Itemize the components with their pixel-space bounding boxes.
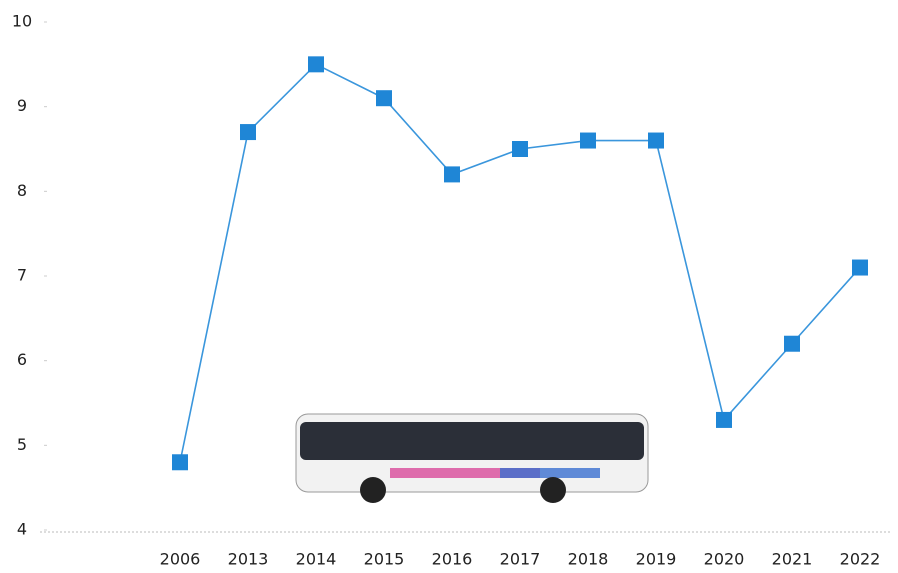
line <box>179 63 861 463</box>
marker <box>784 335 800 352</box>
x-tick-label: 2020 <box>704 550 745 569</box>
marker <box>172 454 188 471</box>
marker <box>512 141 528 157</box>
marker <box>376 90 392 107</box>
x-tick-label: 2013 <box>228 550 269 569</box>
y-tick-label: 6 <box>17 350 27 369</box>
y-tick-label: 5 <box>17 435 27 454</box>
marker <box>648 132 664 149</box>
bus-stripe <box>500 468 600 478</box>
marker <box>716 411 732 428</box>
y-tick-label: 4 <box>17 520 27 539</box>
y-tick-label: 7 <box>17 266 27 285</box>
x-tick-label: 2018 <box>568 550 609 569</box>
bus-wheel <box>540 477 566 503</box>
y-tick-label: 8 <box>17 181 27 200</box>
marker <box>852 259 868 276</box>
y-tick-label: 10 <box>12 12 32 31</box>
marker <box>308 56 324 73</box>
x-tick-label: 2022 <box>840 550 881 569</box>
bus-stripe <box>390 468 540 478</box>
x-tick-label: 2014 <box>296 550 337 569</box>
x-tick-label: 2021 <box>772 550 813 569</box>
marker <box>580 132 596 149</box>
y-tick-label: 9 <box>17 96 27 115</box>
bus-windows <box>300 422 644 460</box>
x-tick-label: 2006 <box>160 550 201 569</box>
bus-illustration <box>295 413 649 503</box>
x-tick-label: 2017 <box>500 550 541 569</box>
marker <box>444 166 460 183</box>
x-tick-label: 2019 <box>636 550 677 569</box>
x-tick-label: 2015 <box>364 550 405 569</box>
marker <box>240 124 256 141</box>
x-tick-label: 2016 <box>432 550 473 569</box>
bus-wheel <box>360 477 386 503</box>
